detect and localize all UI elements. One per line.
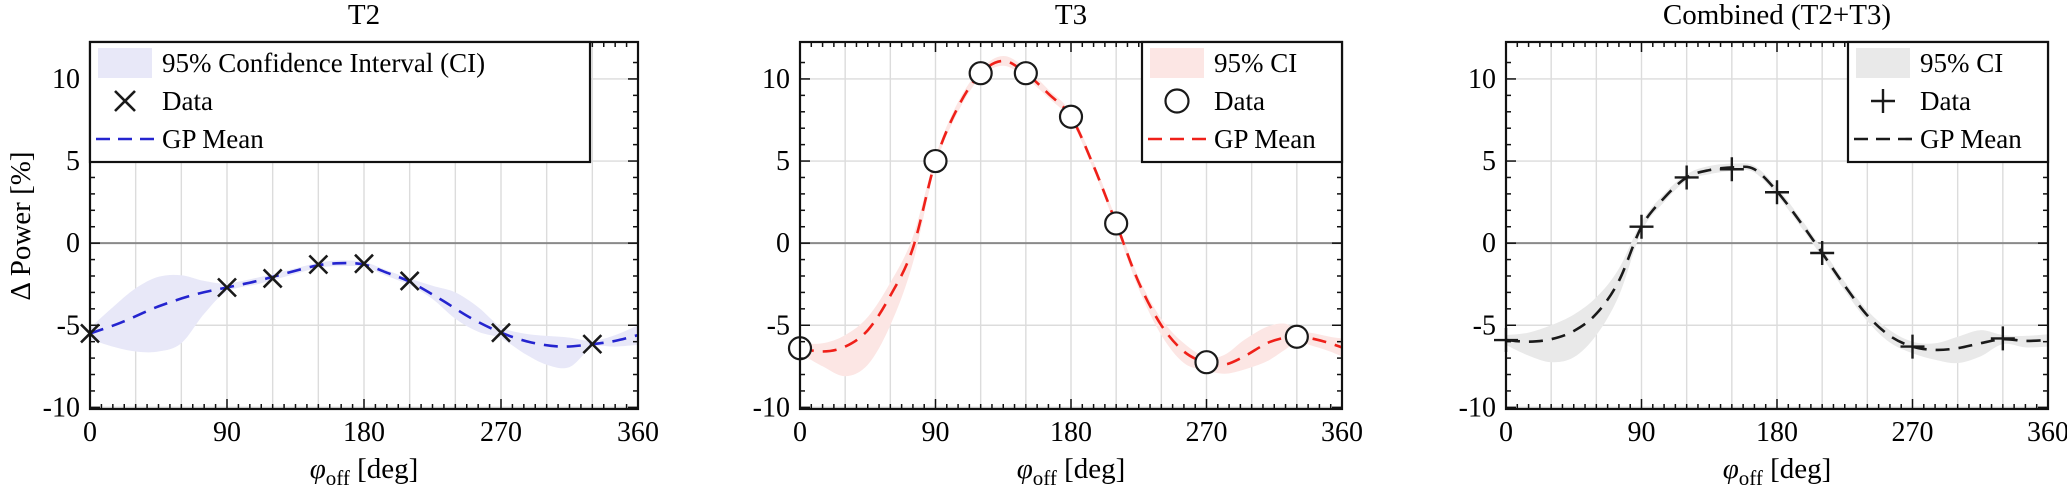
x-axis-label: φoff [deg]	[1017, 453, 1126, 490]
data-point-circle-marker	[1104, 211, 1129, 236]
panel-combined-t2-t3-: 0 90 180 270 360 -10 -5 0 5 10 Combined (T2+T3) φof…	[1459, 0, 2067, 490]
y-tick-label: -5	[57, 310, 80, 341]
legend-frame	[88, 40, 592, 164]
x-tick-label: 360	[617, 417, 659, 448]
y-tick-label: 0	[1482, 228, 1496, 259]
data-point-x-marker	[582, 334, 603, 355]
x-axis-label: φoff [deg]	[310, 453, 419, 490]
ci-band	[1506, 163, 2048, 364]
panel-title: T2	[348, 0, 380, 31]
legend-label: 95% Confidence Interval (CI)	[162, 48, 485, 78]
y-tick-label: -10	[753, 392, 790, 423]
y-axis-label: Δ Power [%]	[5, 151, 37, 300]
x-tick-label: 90	[1628, 417, 1656, 448]
legend-ci-swatch	[98, 48, 152, 78]
legend-circle-marker-icon	[1164, 88, 1190, 114]
x-tick-label: 90	[922, 417, 950, 448]
x-tick-label: 180	[343, 417, 385, 448]
y-tick-label: -10	[1459, 392, 1496, 423]
data-point-plus-marker	[1900, 334, 1925, 359]
y-tick-label: -5	[1473, 310, 1496, 341]
axis-box	[1504, 40, 2050, 411]
x-tick-label: 180	[1050, 417, 1092, 448]
legend-x-marker-icon	[114, 90, 136, 112]
legend-ci-swatch	[1856, 48, 1910, 78]
data-point-plus-marker	[1629, 214, 1654, 239]
data-point-x-marker	[217, 277, 237, 298]
y-tick-label: -5	[767, 310, 790, 341]
data-point-circle-marker	[923, 148, 948, 174]
data-point-x-marker	[399, 270, 420, 291]
y-tick-label: 10	[52, 64, 80, 95]
legend-label: GP Mean	[1214, 124, 1316, 154]
legend-label: GP Mean	[162, 124, 264, 154]
x-tick-label: 0	[793, 417, 807, 448]
x-tick-label: 0	[83, 417, 97, 448]
legend-label: 95% CI	[1920, 48, 2003, 78]
data-point-plus-marker	[1990, 326, 2015, 351]
gp-mean-curve	[89, 261, 639, 348]
legend-label: Data	[1920, 86, 1971, 116]
y-tick-label: 5	[776, 146, 790, 177]
x-tick-label: 270	[480, 417, 522, 448]
y-tick-label: 5	[1482, 146, 1496, 177]
legend-box: 95% CI Data GP Mean	[1140, 40, 1344, 164]
data-point-circle-marker	[1284, 324, 1309, 349]
x-axis-label: φoff [deg]	[1723, 453, 1832, 490]
legend-label: 95% CI	[1214, 48, 1297, 78]
panel-t2: 0 90 180 270 360 -10 -5 0 5 10 T2 φoff [deg] 95% Con…	[43, 0, 659, 490]
data-point-plus-marker	[1719, 157, 1744, 182]
x-tick-label: 0	[1499, 417, 1513, 448]
legend-plus-marker-icon	[1871, 89, 1895, 113]
data-point-circle-marker	[1194, 350, 1219, 375]
data-point-x-marker	[308, 254, 329, 275]
legend-box: 95% Confidence Interval (CI) Data GP Mean	[88, 40, 592, 164]
gp-mean-curve	[1505, 165, 2049, 352]
y-tick-label: -10	[43, 392, 80, 423]
legend-label: Data	[162, 86, 213, 116]
axis-box	[798, 40, 1344, 411]
x-tick-label: 90	[213, 417, 241, 448]
panel-title: Combined (T2+T3)	[1663, 0, 1891, 31]
data-point-x-marker	[491, 322, 511, 343]
data-point-x-marker	[354, 253, 374, 274]
y-tick-label: 0	[776, 228, 790, 259]
x-tick-label: 270	[1892, 417, 1934, 448]
data-point-plus-marker	[1674, 165, 1699, 190]
y-tick-label: 5	[66, 146, 80, 177]
gp-mean-curve	[799, 59, 1343, 367]
legend-box: 95% CI Data GP Mean	[1846, 40, 2050, 164]
legend-label: GP Mean	[1920, 124, 2022, 154]
x-tick-label: 360	[2027, 417, 2067, 448]
y-tick-label: 10	[762, 64, 790, 95]
x-tick-label: 180	[1756, 417, 1798, 448]
y-tick-label: 10	[1468, 64, 1496, 95]
legend-ci-swatch	[1150, 48, 1204, 78]
data-point-circle-marker	[968, 61, 993, 86]
panel-t3: 0 90 180 270 360 -10 -5 0 5 10 T3 φoff [deg] 95% CI D…	[753, 0, 1363, 490]
data-point-circle-marker	[1013, 61, 1038, 86]
x-tick-label: 270	[1186, 417, 1228, 448]
data-point-plus-marker	[1765, 180, 1789, 205]
data-point-circle-marker	[1058, 104, 1084, 129]
legend-label: Data	[1214, 86, 1265, 116]
y-tick-label: 0	[66, 228, 80, 259]
x-tick-label: 360	[1321, 417, 1363, 448]
panel-title: T3	[1055, 0, 1087, 31]
data-point-plus-marker	[1810, 241, 1835, 266]
data-point-x-marker	[262, 268, 283, 289]
